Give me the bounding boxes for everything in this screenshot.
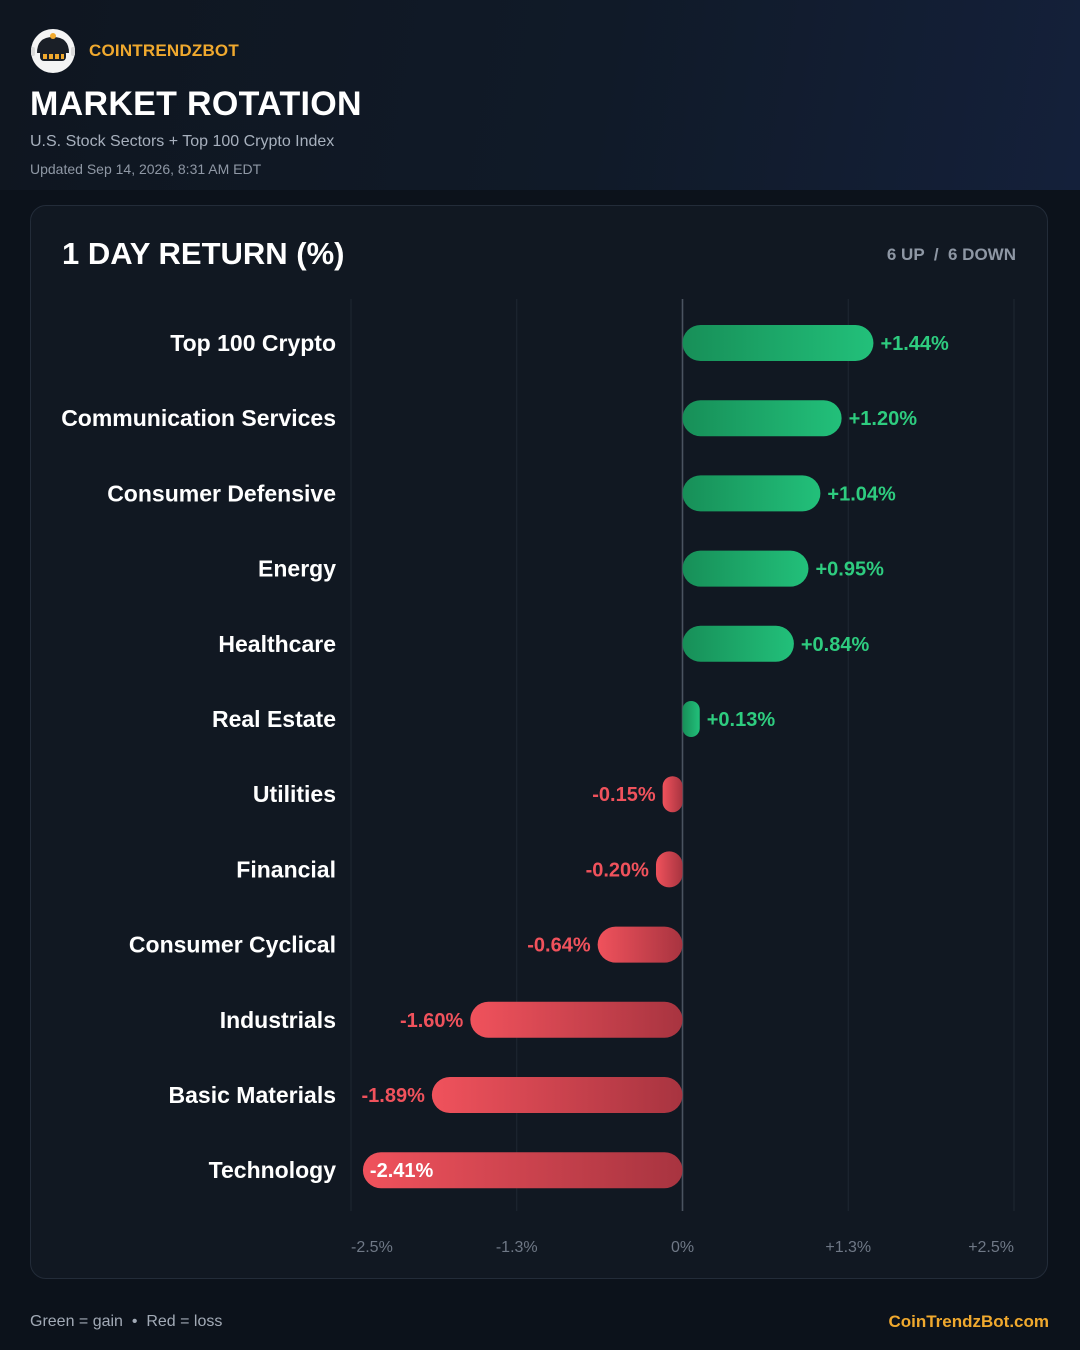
category-label: Consumer Cyclical — [129, 932, 336, 958]
value-label: +0.95% — [815, 559, 884, 581]
x-tick-label: +2.5% — [968, 1239, 1014, 1256]
page-title: MARKET ROTATION — [30, 85, 362, 123]
x-tick-label: +1.3% — [825, 1239, 871, 1256]
category-label: Financial — [236, 856, 336, 882]
category-label: Industrials — [220, 1007, 336, 1033]
category-label: Healthcare — [218, 631, 336, 657]
bar — [682, 400, 842, 437]
value-label: +1.20% — [849, 408, 918, 430]
category-label: Basic Materials — [169, 1082, 336, 1108]
bar — [682, 625, 794, 662]
updated-timestamp: Updated Sep 14, 2026, 8:31 AM EDT — [30, 161, 262, 177]
category-label: Consumer Defensive — [107, 480, 336, 506]
category-label: Top 100 Crypto — [170, 330, 336, 356]
chart-card: 1 DAY RETURN (%) 6 UP / 6 DOWN -2.5% -1.3… — [30, 205, 1048, 1279]
up-down-summary: 6 UP / 6 DOWN — [887, 245, 1016, 265]
bar-chart: -2.5% -1.3% 0% +1.3% +2.5% Top 100 Crypto +1.4… — [61, 299, 1015, 1256]
x-tick-label: 0% — [671, 1239, 694, 1256]
category-label: Communication Services — [61, 405, 336, 431]
x-tick-label: -1.3% — [496, 1239, 538, 1256]
value-label: -1.60% — [400, 1010, 464, 1032]
value-label: +0.13% — [707, 709, 776, 731]
bar — [682, 550, 809, 587]
value-label: -1.89% — [362, 1085, 426, 1107]
down-count: 6 DOWN — [948, 245, 1016, 264]
bar — [662, 776, 683, 813]
value-label: +1.04% — [827, 483, 896, 505]
brand-name: COINTRENDZBOT — [89, 41, 239, 60]
bar — [682, 325, 874, 361]
value-label: -2.41% — [370, 1160, 434, 1182]
bar — [682, 701, 700, 737]
value-label: +0.84% — [801, 634, 870, 656]
category-label: Technology — [209, 1157, 337, 1183]
bar — [362, 1152, 683, 1189]
value-label: -0.64% — [527, 935, 591, 957]
category-label: Utilities — [253, 781, 336, 807]
bar — [597, 926, 683, 963]
bar — [431, 1077, 683, 1113]
bar — [655, 851, 683, 888]
summary-separator: / — [933, 245, 939, 264]
bar — [682, 475, 821, 512]
category-label: Energy — [258, 556, 336, 582]
header-background — [0, 0, 1080, 190]
up-count: 6 UP — [886, 245, 925, 264]
category-label: Real Estate — [212, 706, 336, 732]
brand: COINTRENDZBOT — [30, 28, 239, 74]
value-label: +1.44% — [880, 333, 949, 355]
x-tick-label: -2.5% — [351, 1239, 393, 1256]
bar — [470, 1001, 683, 1038]
site-link[interactable]: CoinTrendzBot.com — [888, 1312, 1049, 1331]
robot-icon — [31, 29, 75, 73]
page-subtitle: U.S. Stock Sectors + Top 100 Crypto Inde… — [30, 133, 335, 150]
value-label: -0.15% — [592, 784, 656, 806]
color-legend-note: Green = gain • Red = loss — [30, 1313, 223, 1330]
chart-title: 1 DAY RETURN (%) — [62, 236, 345, 271]
value-label: -0.20% — [586, 859, 650, 881]
